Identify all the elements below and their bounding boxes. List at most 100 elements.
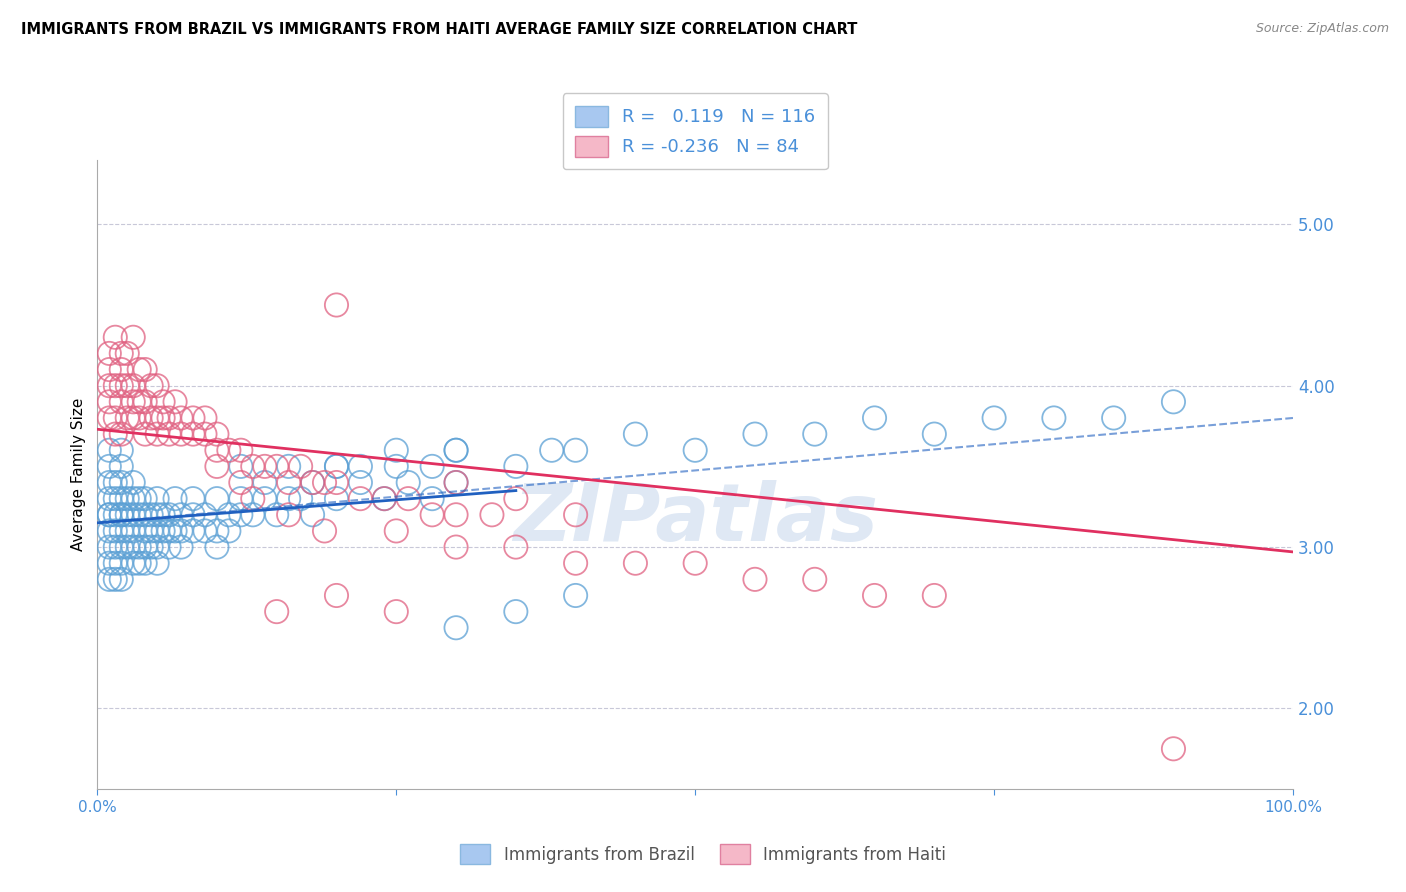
Point: [122, 394, 145, 409]
Point: [803, 572, 825, 586]
Point: [141, 411, 163, 425]
Point: [396, 475, 419, 490]
Point: [104, 475, 127, 490]
Point: [134, 508, 156, 522]
Point: [170, 540, 193, 554]
Point: [420, 459, 443, 474]
Point: [1163, 394, 1185, 409]
Point: [314, 524, 336, 538]
Point: [325, 475, 347, 490]
Point: [134, 362, 156, 376]
Point: [373, 491, 395, 506]
Point: [134, 524, 156, 538]
Point: [385, 459, 408, 474]
Point: [128, 556, 150, 570]
Point: [385, 605, 408, 619]
Point: [744, 572, 766, 586]
Text: ZIPatlas: ZIPatlas: [513, 480, 877, 558]
Point: [141, 378, 163, 392]
Point: [134, 540, 156, 554]
Point: [110, 556, 132, 570]
Point: [152, 508, 174, 522]
Point: [170, 508, 193, 522]
Point: [301, 508, 323, 522]
Point: [205, 427, 228, 442]
Point: [134, 394, 156, 409]
Point: [98, 411, 121, 425]
Point: [122, 540, 145, 554]
Point: [104, 378, 127, 392]
Point: [110, 572, 132, 586]
Point: [444, 443, 467, 458]
Point: [98, 491, 121, 506]
Point: [128, 362, 150, 376]
Point: [242, 491, 264, 506]
Point: [170, 524, 193, 538]
Point: [98, 508, 121, 522]
Point: [290, 491, 312, 506]
Point: [104, 556, 127, 570]
Point: [122, 508, 145, 522]
Point: [110, 524, 132, 538]
Point: [181, 524, 204, 538]
Point: [170, 427, 193, 442]
Point: [385, 443, 408, 458]
Point: [444, 621, 467, 635]
Point: [165, 524, 187, 538]
Point: [229, 491, 252, 506]
Point: [128, 540, 150, 554]
Point: [110, 540, 132, 554]
Point: [564, 508, 586, 522]
Point: [505, 605, 527, 619]
Point: [146, 508, 169, 522]
Point: [141, 540, 163, 554]
Point: [314, 475, 336, 490]
Point: [194, 524, 217, 538]
Point: [301, 475, 323, 490]
Point: [122, 330, 145, 344]
Point: [104, 427, 127, 442]
Point: [1102, 411, 1125, 425]
Point: [624, 427, 647, 442]
Point: [540, 443, 562, 458]
Point: [194, 427, 217, 442]
Point: [128, 394, 150, 409]
Point: [181, 411, 204, 425]
Point: [924, 589, 946, 603]
Point: [683, 556, 706, 570]
Point: [266, 605, 288, 619]
Point: [863, 411, 886, 425]
Point: [181, 491, 204, 506]
Point: [104, 572, 127, 586]
Point: [420, 508, 443, 522]
Point: [1163, 741, 1185, 756]
Point: [373, 491, 395, 506]
Point: [277, 459, 299, 474]
Point: [98, 459, 121, 474]
Point: [141, 524, 163, 538]
Point: [253, 459, 276, 474]
Point: [110, 508, 132, 522]
Point: [165, 394, 187, 409]
Point: [229, 508, 252, 522]
Point: [218, 524, 240, 538]
Point: [564, 589, 586, 603]
Point: [122, 556, 145, 570]
Point: [157, 524, 180, 538]
Point: [98, 475, 121, 490]
Point: [134, 491, 156, 506]
Point: [242, 508, 264, 522]
Point: [115, 540, 138, 554]
Point: [277, 491, 299, 506]
Point: [205, 540, 228, 554]
Point: [481, 508, 503, 522]
Point: [146, 491, 169, 506]
Point: [146, 411, 169, 425]
Point: [110, 378, 132, 392]
Point: [229, 443, 252, 458]
Point: [104, 411, 127, 425]
Point: [98, 346, 121, 360]
Point: [1043, 411, 1066, 425]
Point: [218, 443, 240, 458]
Point: [349, 475, 371, 490]
